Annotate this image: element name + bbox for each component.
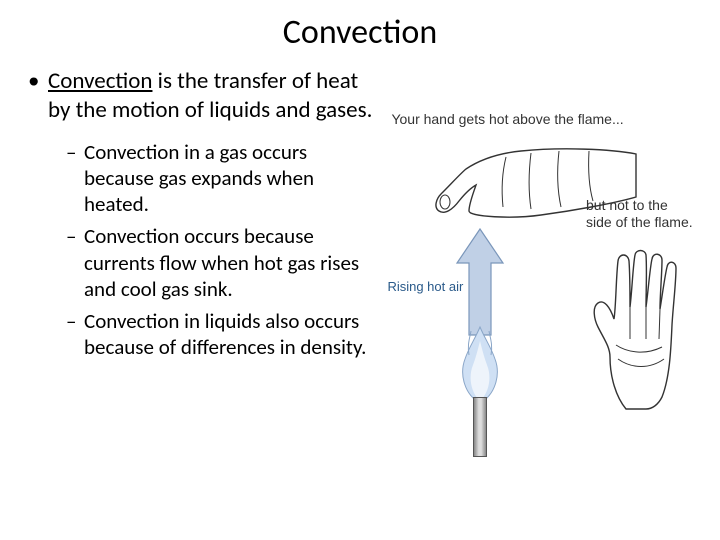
- term-convection: Convection: [48, 67, 152, 95]
- content-row: Convection is the transfer of heat by th…: [24, 67, 696, 487]
- text-column: Convection is the transfer of heat by th…: [24, 67, 373, 487]
- label-rising-hot-air: Rising hot air: [387, 279, 463, 295]
- sub-bullet: Convection in a gas occurs because gas e…: [66, 139, 373, 218]
- sub-bullet: Convection in liquids also occurs becaus…: [66, 308, 373, 361]
- sub-bullet-list: Convection in a gas occurs because gas e…: [24, 139, 373, 361]
- slide: Convection Convection is the transfer of…: [0, 0, 720, 540]
- hand-side-icon: [586, 247, 696, 412]
- flame-icon: [455, 325, 505, 405]
- main-bullet: Convection is the transfer of heat by th…: [24, 67, 373, 125]
- diagram-column: Your hand gets hot above the flame... bu…: [381, 67, 696, 487]
- caption-above-flame: Your hand gets hot above the flame...: [391, 111, 623, 127]
- sub-bullet: Convection occurs because currents flow …: [66, 223, 373, 302]
- slide-title: Convection: [24, 12, 696, 53]
- burner-tube-icon: [473, 397, 487, 457]
- caption-side-flame: but not to the side of the flame.: [586, 197, 696, 231]
- label-rising-text: Rising hot air: [387, 279, 463, 294]
